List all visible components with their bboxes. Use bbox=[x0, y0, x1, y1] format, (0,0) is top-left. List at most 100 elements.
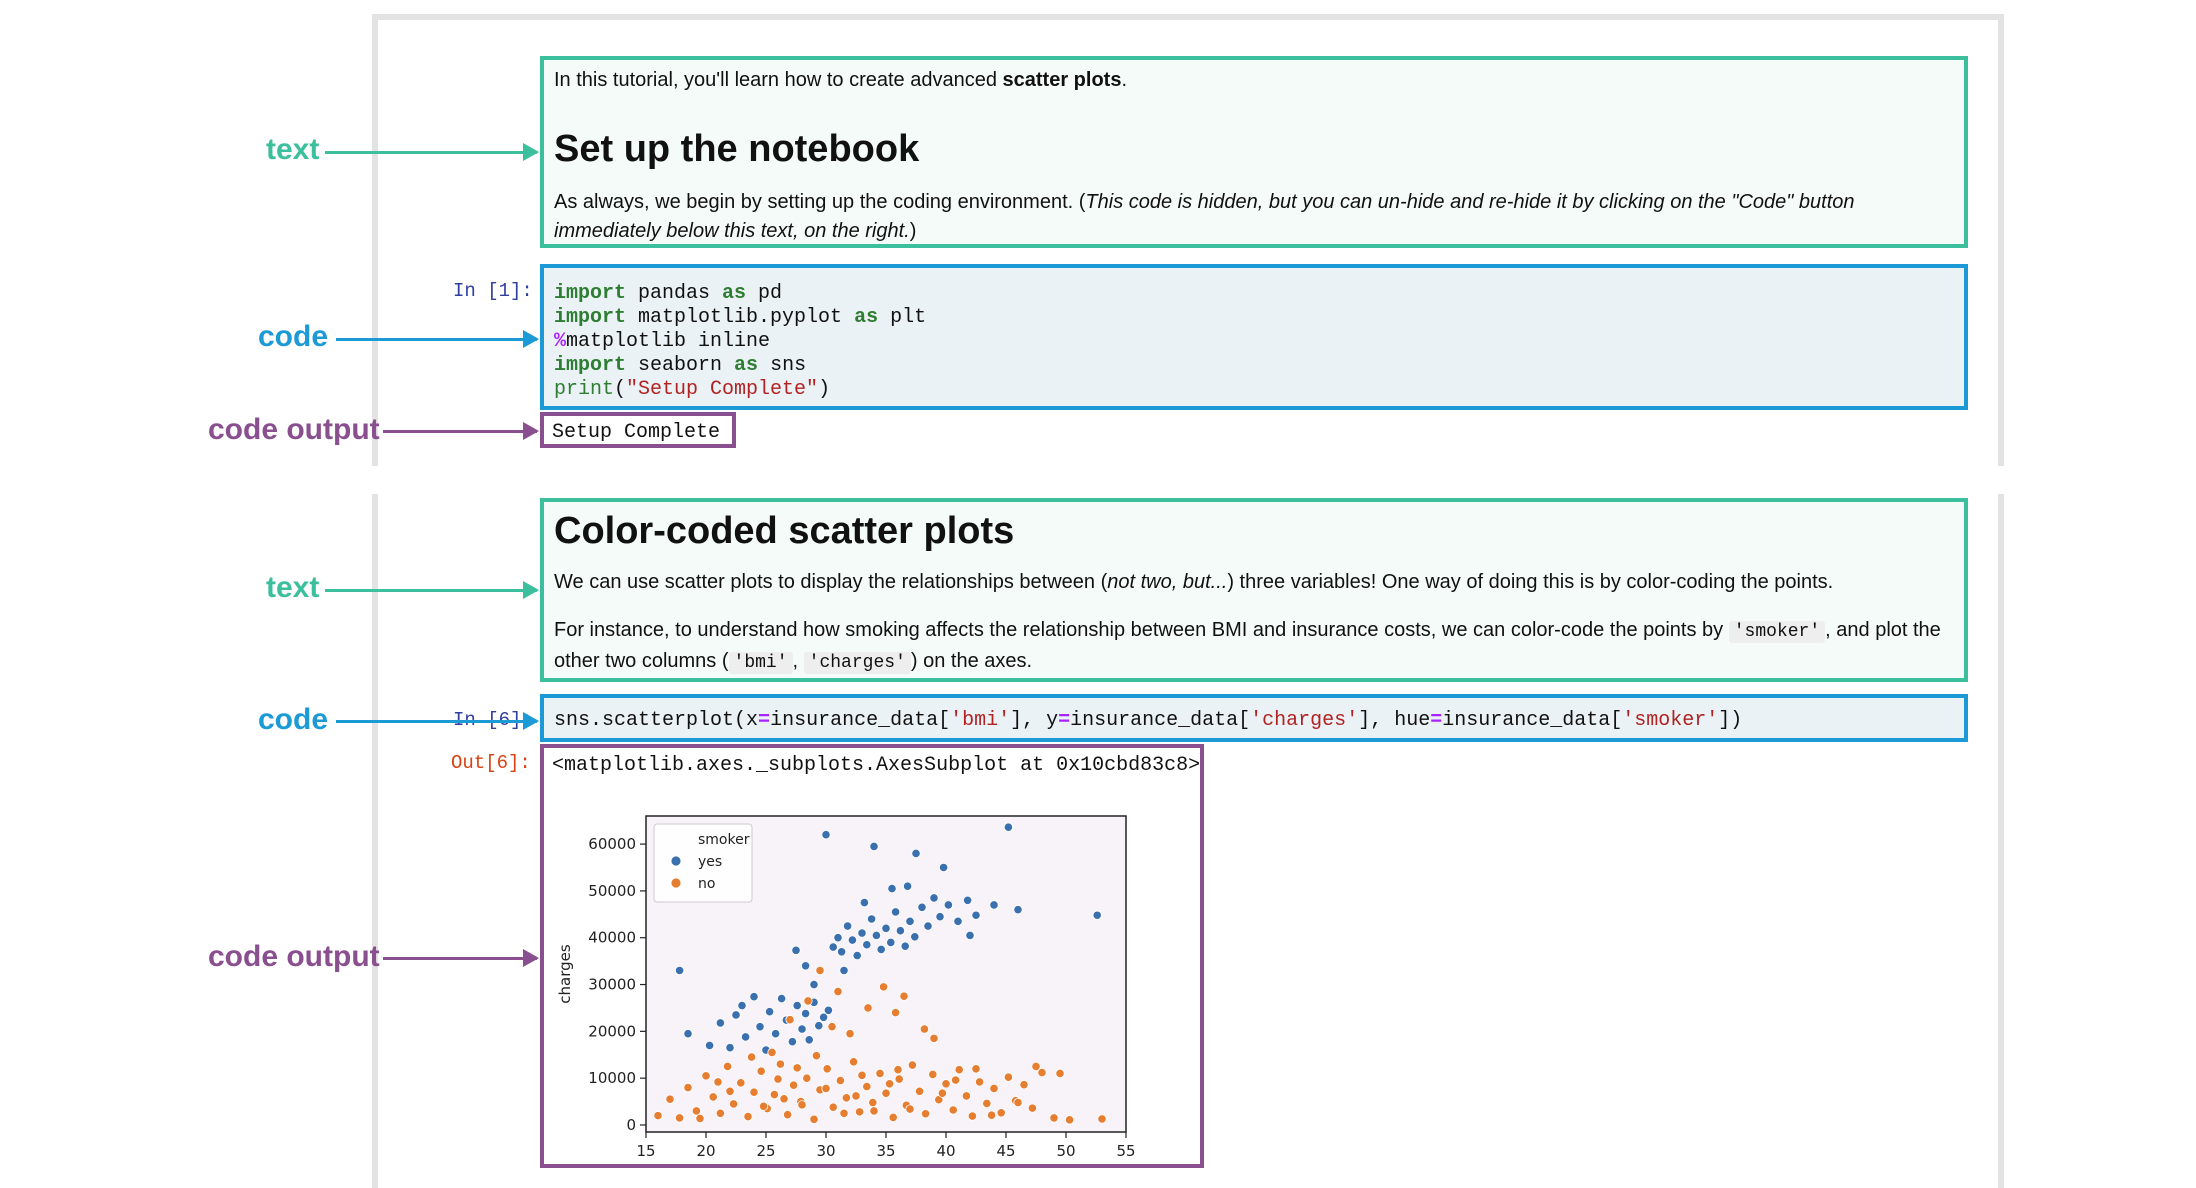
data-point-no bbox=[792, 1063, 802, 1073]
data-point-no bbox=[725, 1086, 735, 1096]
data-point-no bbox=[747, 1052, 757, 1062]
data-point-yes bbox=[725, 1043, 735, 1053]
data-point-no bbox=[811, 1051, 821, 1061]
data-point-yes bbox=[905, 916, 915, 926]
data-point-yes bbox=[971, 910, 981, 920]
code-token: sns.scatterplot(x bbox=[554, 709, 759, 732]
data-point-yes bbox=[818, 1012, 829, 1022]
y-tick-label: 10000 bbox=[588, 1069, 636, 1087]
data-point-no bbox=[875, 1068, 885, 1079]
data-point-yes bbox=[836, 947, 847, 957]
data-point-yes bbox=[839, 965, 849, 976]
data-point-yes bbox=[923, 921, 933, 931]
code-cell-setup[interactable]: import pandas as pd import matplotlib.py… bbox=[540, 264, 1968, 410]
data-point-no bbox=[893, 1065, 903, 1075]
code-token: pandas bbox=[626, 282, 723, 305]
code-line-5: print("Setup Complete") bbox=[554, 378, 830, 401]
data-point-yes bbox=[1013, 905, 1023, 915]
x-tick-label: 50 bbox=[1056, 1142, 1075, 1160]
paragraph-2-part: ) on the axes. bbox=[910, 650, 1033, 672]
data-point-no bbox=[894, 1074, 904, 1084]
inline-code-smoker: 'smoker' bbox=[1728, 621, 1826, 643]
data-point-no bbox=[982, 1098, 992, 1109]
data-point-no bbox=[914, 1086, 925, 1096]
data-point-yes bbox=[791, 945, 801, 955]
x-tick-label: 35 bbox=[876, 1142, 895, 1160]
data-point-no bbox=[665, 1094, 675, 1104]
markdown-cell-setup[interactable]: In this tutorial, you'll learn how to cr… bbox=[540, 56, 1968, 248]
data-point-no bbox=[854, 1107, 865, 1117]
data-point-yes bbox=[1092, 910, 1102, 920]
data-point-no bbox=[821, 1083, 831, 1094]
data-point-no bbox=[756, 1066, 766, 1076]
data-point-no bbox=[827, 1022, 837, 1032]
data-point-yes bbox=[823, 1005, 833, 1015]
data-point-no bbox=[1031, 1061, 1041, 1072]
annotation-text-1: text bbox=[266, 133, 320, 166]
code-token: ], hue bbox=[1358, 709, 1431, 732]
arrow-code-output-1 bbox=[383, 422, 539, 440]
string-literal: "Setup Complete" bbox=[626, 378, 819, 401]
data-point-no bbox=[749, 1087, 759, 1097]
data-point-no bbox=[967, 1111, 977, 1121]
data-point-no bbox=[948, 1105, 958, 1115]
data-point-no bbox=[783, 1110, 793, 1120]
code-token: insurance_data[ bbox=[1070, 709, 1251, 732]
legend-label-no: no bbox=[698, 876, 715, 892]
data-point-no bbox=[1013, 1097, 1023, 1108]
legend-label-yes: yes bbox=[698, 854, 722, 870]
data-point-no bbox=[851, 1091, 861, 1101]
data-point-no bbox=[675, 1113, 685, 1123]
data-point-no bbox=[862, 1081, 872, 1092]
data-point-no bbox=[695, 1113, 705, 1124]
code-cell-scatterplot[interactable]: sns.scatterplot(x= insurance_data[ 'bmi'],… bbox=[540, 694, 1968, 742]
data-point-yes bbox=[869, 841, 879, 852]
code-token: pd bbox=[746, 282, 783, 305]
data-point-no bbox=[1037, 1067, 1047, 1078]
code-token: ], y bbox=[1010, 709, 1059, 732]
data-point-yes bbox=[771, 1029, 781, 1039]
code-token: seaborn bbox=[626, 354, 735, 377]
data-point-no bbox=[857, 1070, 867, 1080]
keyword-import: import bbox=[554, 282, 627, 305]
x-tick-label: 45 bbox=[996, 1142, 1015, 1160]
color-coded-heading: Color-coded scatter plots bbox=[554, 510, 1015, 552]
data-point-yes bbox=[675, 965, 685, 976]
data-point-yes bbox=[866, 914, 877, 924]
code-token: sns bbox=[758, 354, 807, 377]
data-point-no bbox=[920, 1109, 931, 1119]
data-point-no bbox=[833, 986, 843, 997]
data-point-yes bbox=[871, 930, 881, 940]
data-point-no bbox=[715, 1108, 725, 1118]
code-token: plt bbox=[878, 306, 927, 329]
intro-text-start: In this tutorial, you'll learn how to cr… bbox=[554, 69, 1003, 91]
data-point-no bbox=[759, 1101, 769, 1111]
string-literal: 'bmi' bbox=[950, 709, 1011, 732]
data-point-no bbox=[653, 1111, 663, 1121]
data-point-yes bbox=[683, 1029, 693, 1039]
data-point-yes bbox=[1003, 822, 1013, 832]
setup-paragraph-end: ) bbox=[909, 220, 917, 242]
markdown-cell-color-coded[interactable]: Color-coded scatter plots We can use sca… bbox=[540, 498, 1968, 682]
data-point-yes bbox=[935, 912, 945, 922]
x-tick-label: 40 bbox=[936, 1142, 955, 1160]
data-point-no bbox=[1097, 1114, 1107, 1124]
arrow-text-2 bbox=[325, 581, 539, 599]
annotation-code-1: code bbox=[258, 320, 329, 353]
data-point-no bbox=[729, 1099, 739, 1109]
data-point-yes bbox=[890, 907, 901, 917]
x-tick-label: 20 bbox=[696, 1142, 715, 1160]
data-point-no bbox=[708, 1092, 718, 1102]
data-point-no bbox=[736, 1078, 746, 1088]
notebook-panel-1-right-edge bbox=[1998, 14, 2004, 466]
data-point-no bbox=[907, 1060, 917, 1070]
paragraph-2-part: For instance, to understand how smoking … bbox=[554, 619, 1729, 641]
paragraph-2-part: , bbox=[792, 650, 804, 672]
equals-operator: = bbox=[758, 709, 771, 732]
data-point-yes bbox=[731, 1010, 741, 1020]
x-tick-label: 15 bbox=[636, 1142, 655, 1160]
notebook-panel-2-right-edge bbox=[1998, 494, 2004, 1188]
code-line-4: import seaborn as sns bbox=[554, 354, 806, 377]
annotation-text-2: text bbox=[266, 571, 320, 604]
data-point-yes bbox=[857, 928, 867, 938]
